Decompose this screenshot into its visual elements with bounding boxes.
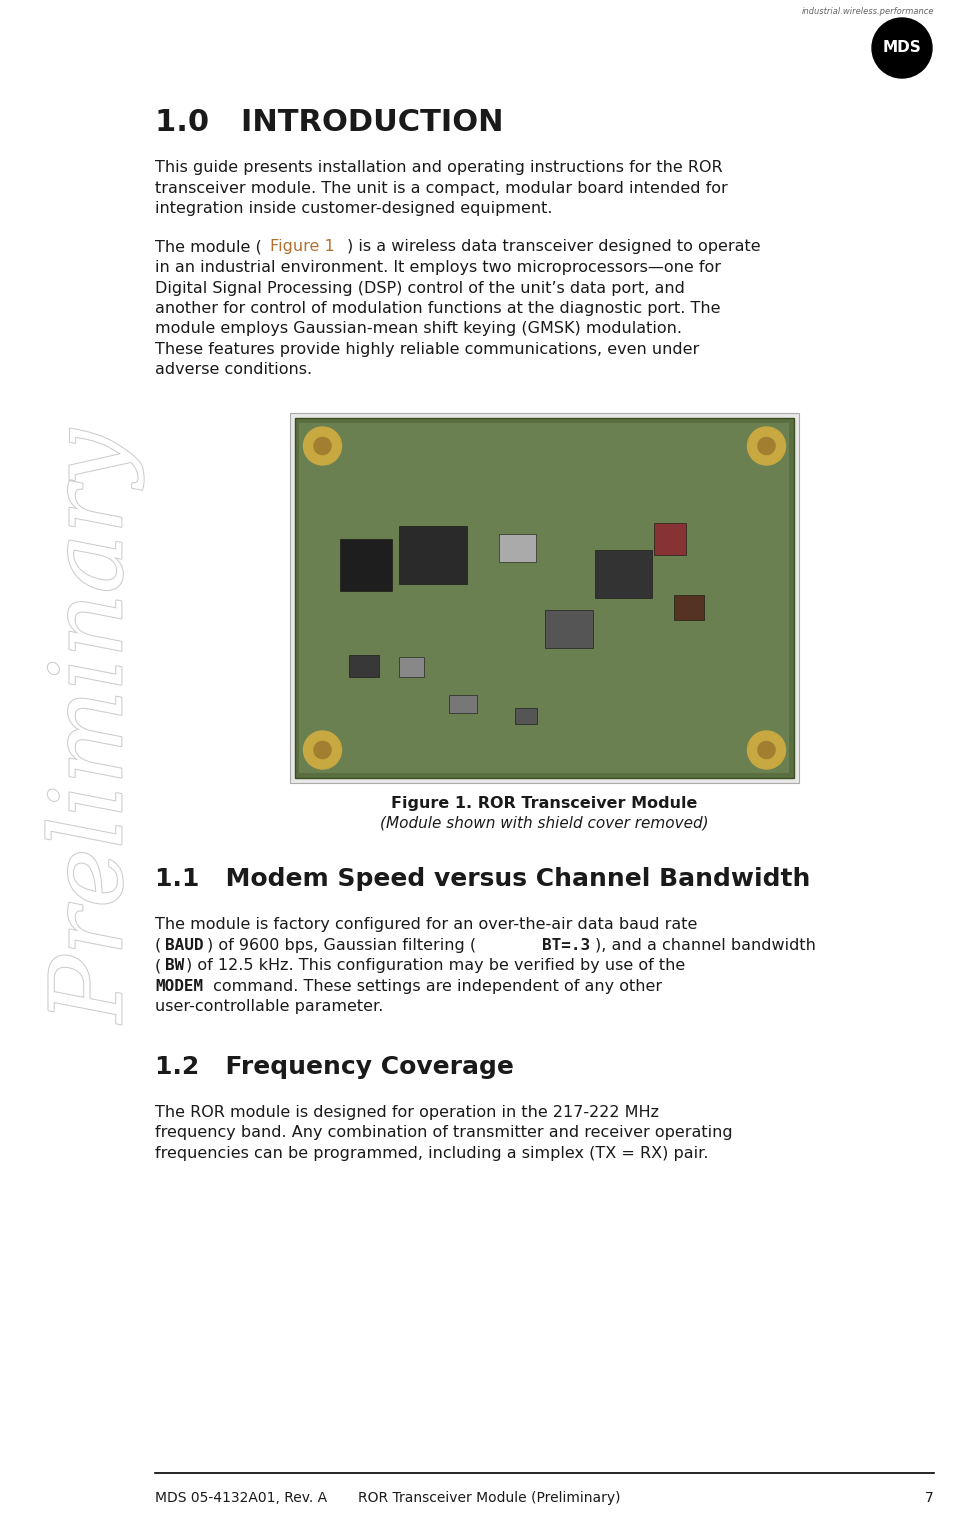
Text: 1.2   Frequency Coverage: 1.2 Frequency Coverage [155, 1055, 513, 1079]
Circle shape [757, 437, 775, 454]
Text: ) of 12.5 kHz. This configuration may be verified by use of the: ) of 12.5 kHz. This configuration may be… [186, 958, 685, 973]
FancyBboxPatch shape [349, 655, 379, 678]
Text: MDS: MDS [882, 39, 920, 54]
FancyBboxPatch shape [399, 525, 467, 584]
Text: BW: BW [164, 958, 184, 973]
Text: Preliminary: Preliminary [47, 430, 143, 1023]
Text: ), and a channel bandwidth: ), and a channel bandwidth [595, 938, 815, 953]
Text: MDS 05-4132A01, Rev. A: MDS 05-4132A01, Rev. A [155, 1490, 327, 1505]
Circle shape [747, 427, 784, 464]
Text: transceiver module. The unit is a compact, modular board intended for: transceiver module. The unit is a compac… [155, 180, 727, 195]
Text: in an industrial environment. It employs two microprocessors—one for: in an industrial environment. It employs… [155, 260, 720, 275]
Text: ROR Transceiver Module (Preliminary): ROR Transceiver Module (Preliminary) [358, 1490, 620, 1505]
Circle shape [303, 731, 341, 769]
Text: frequency band. Any combination of transmitter and receiver operating: frequency band. Any combination of trans… [155, 1126, 732, 1141]
Text: ) is a wireless data transceiver designed to operate: ) is a wireless data transceiver designe… [346, 239, 760, 254]
Text: user-controllable parameter.: user-controllable parameter. [155, 1000, 383, 1015]
Text: MODEM: MODEM [155, 979, 202, 994]
Text: (: ( [155, 958, 161, 973]
Circle shape [314, 741, 331, 758]
Text: BAUD: BAUD [164, 938, 202, 953]
Text: (Module shown with shield cover removed): (Module shown with shield cover removed) [379, 816, 708, 831]
Text: frequencies can be programmed, including a simplex (TX = RX) pair.: frequencies can be programmed, including… [155, 1145, 708, 1160]
FancyBboxPatch shape [594, 551, 651, 598]
Circle shape [747, 731, 784, 769]
Text: The ROR module is designed for operation in the 217-222 MHz: The ROR module is designed for operation… [155, 1104, 658, 1120]
Text: The module (: The module ( [155, 239, 261, 254]
Text: This guide presents installation and operating instructions for the ROR: This guide presents installation and ope… [155, 160, 722, 176]
Circle shape [871, 18, 931, 79]
Text: industrial.wireless.performance: industrial.wireless.performance [801, 8, 933, 17]
Circle shape [303, 427, 341, 464]
Text: 1.0   INTRODUCTION: 1.0 INTRODUCTION [155, 107, 503, 138]
FancyBboxPatch shape [449, 694, 477, 713]
Text: command. These settings are independent of any other: command. These settings are independent … [207, 979, 661, 994]
Text: integration inside customer-designed equipment.: integration inside customer-designed equ… [155, 201, 552, 216]
FancyBboxPatch shape [654, 523, 686, 555]
FancyBboxPatch shape [299, 424, 788, 773]
Text: 7: 7 [924, 1490, 933, 1505]
FancyBboxPatch shape [294, 418, 794, 778]
Text: Figure 1. ROR Transceiver Module: Figure 1. ROR Transceiver Module [391, 796, 697, 811]
FancyBboxPatch shape [499, 534, 535, 561]
Text: module employs Gaussian-mean shift keying (GMSK) modulation.: module employs Gaussian-mean shift keyin… [155, 321, 682, 336]
Text: ) of 9600 bps, Gaussian filtering (: ) of 9600 bps, Gaussian filtering ( [206, 938, 475, 953]
Text: another for control of modulation functions at the diagnostic port. The: another for control of modulation functi… [155, 301, 720, 316]
FancyBboxPatch shape [674, 595, 704, 620]
Text: Digital Signal Processing (DSP) control of the unit’s data port, and: Digital Signal Processing (DSP) control … [155, 280, 685, 295]
Text: 1.1   Modem Speed versus Channel Bandwidth: 1.1 Modem Speed versus Channel Bandwidth [155, 867, 810, 891]
FancyBboxPatch shape [399, 657, 424, 678]
Text: These features provide highly reliable communications, even under: These features provide highly reliable c… [155, 342, 698, 357]
FancyBboxPatch shape [289, 413, 799, 784]
Circle shape [314, 437, 331, 454]
FancyBboxPatch shape [544, 610, 592, 649]
Text: The module is factory configured for an over-the-air data baud rate: The module is factory configured for an … [155, 917, 696, 932]
Text: Figure 1: Figure 1 [270, 239, 334, 254]
FancyBboxPatch shape [514, 708, 536, 725]
Text: BT=.3: BT=.3 [542, 938, 590, 953]
Text: adverse conditions.: adverse conditions. [155, 363, 312, 378]
Circle shape [757, 741, 775, 758]
Text: (: ( [155, 938, 161, 953]
FancyBboxPatch shape [339, 539, 391, 590]
